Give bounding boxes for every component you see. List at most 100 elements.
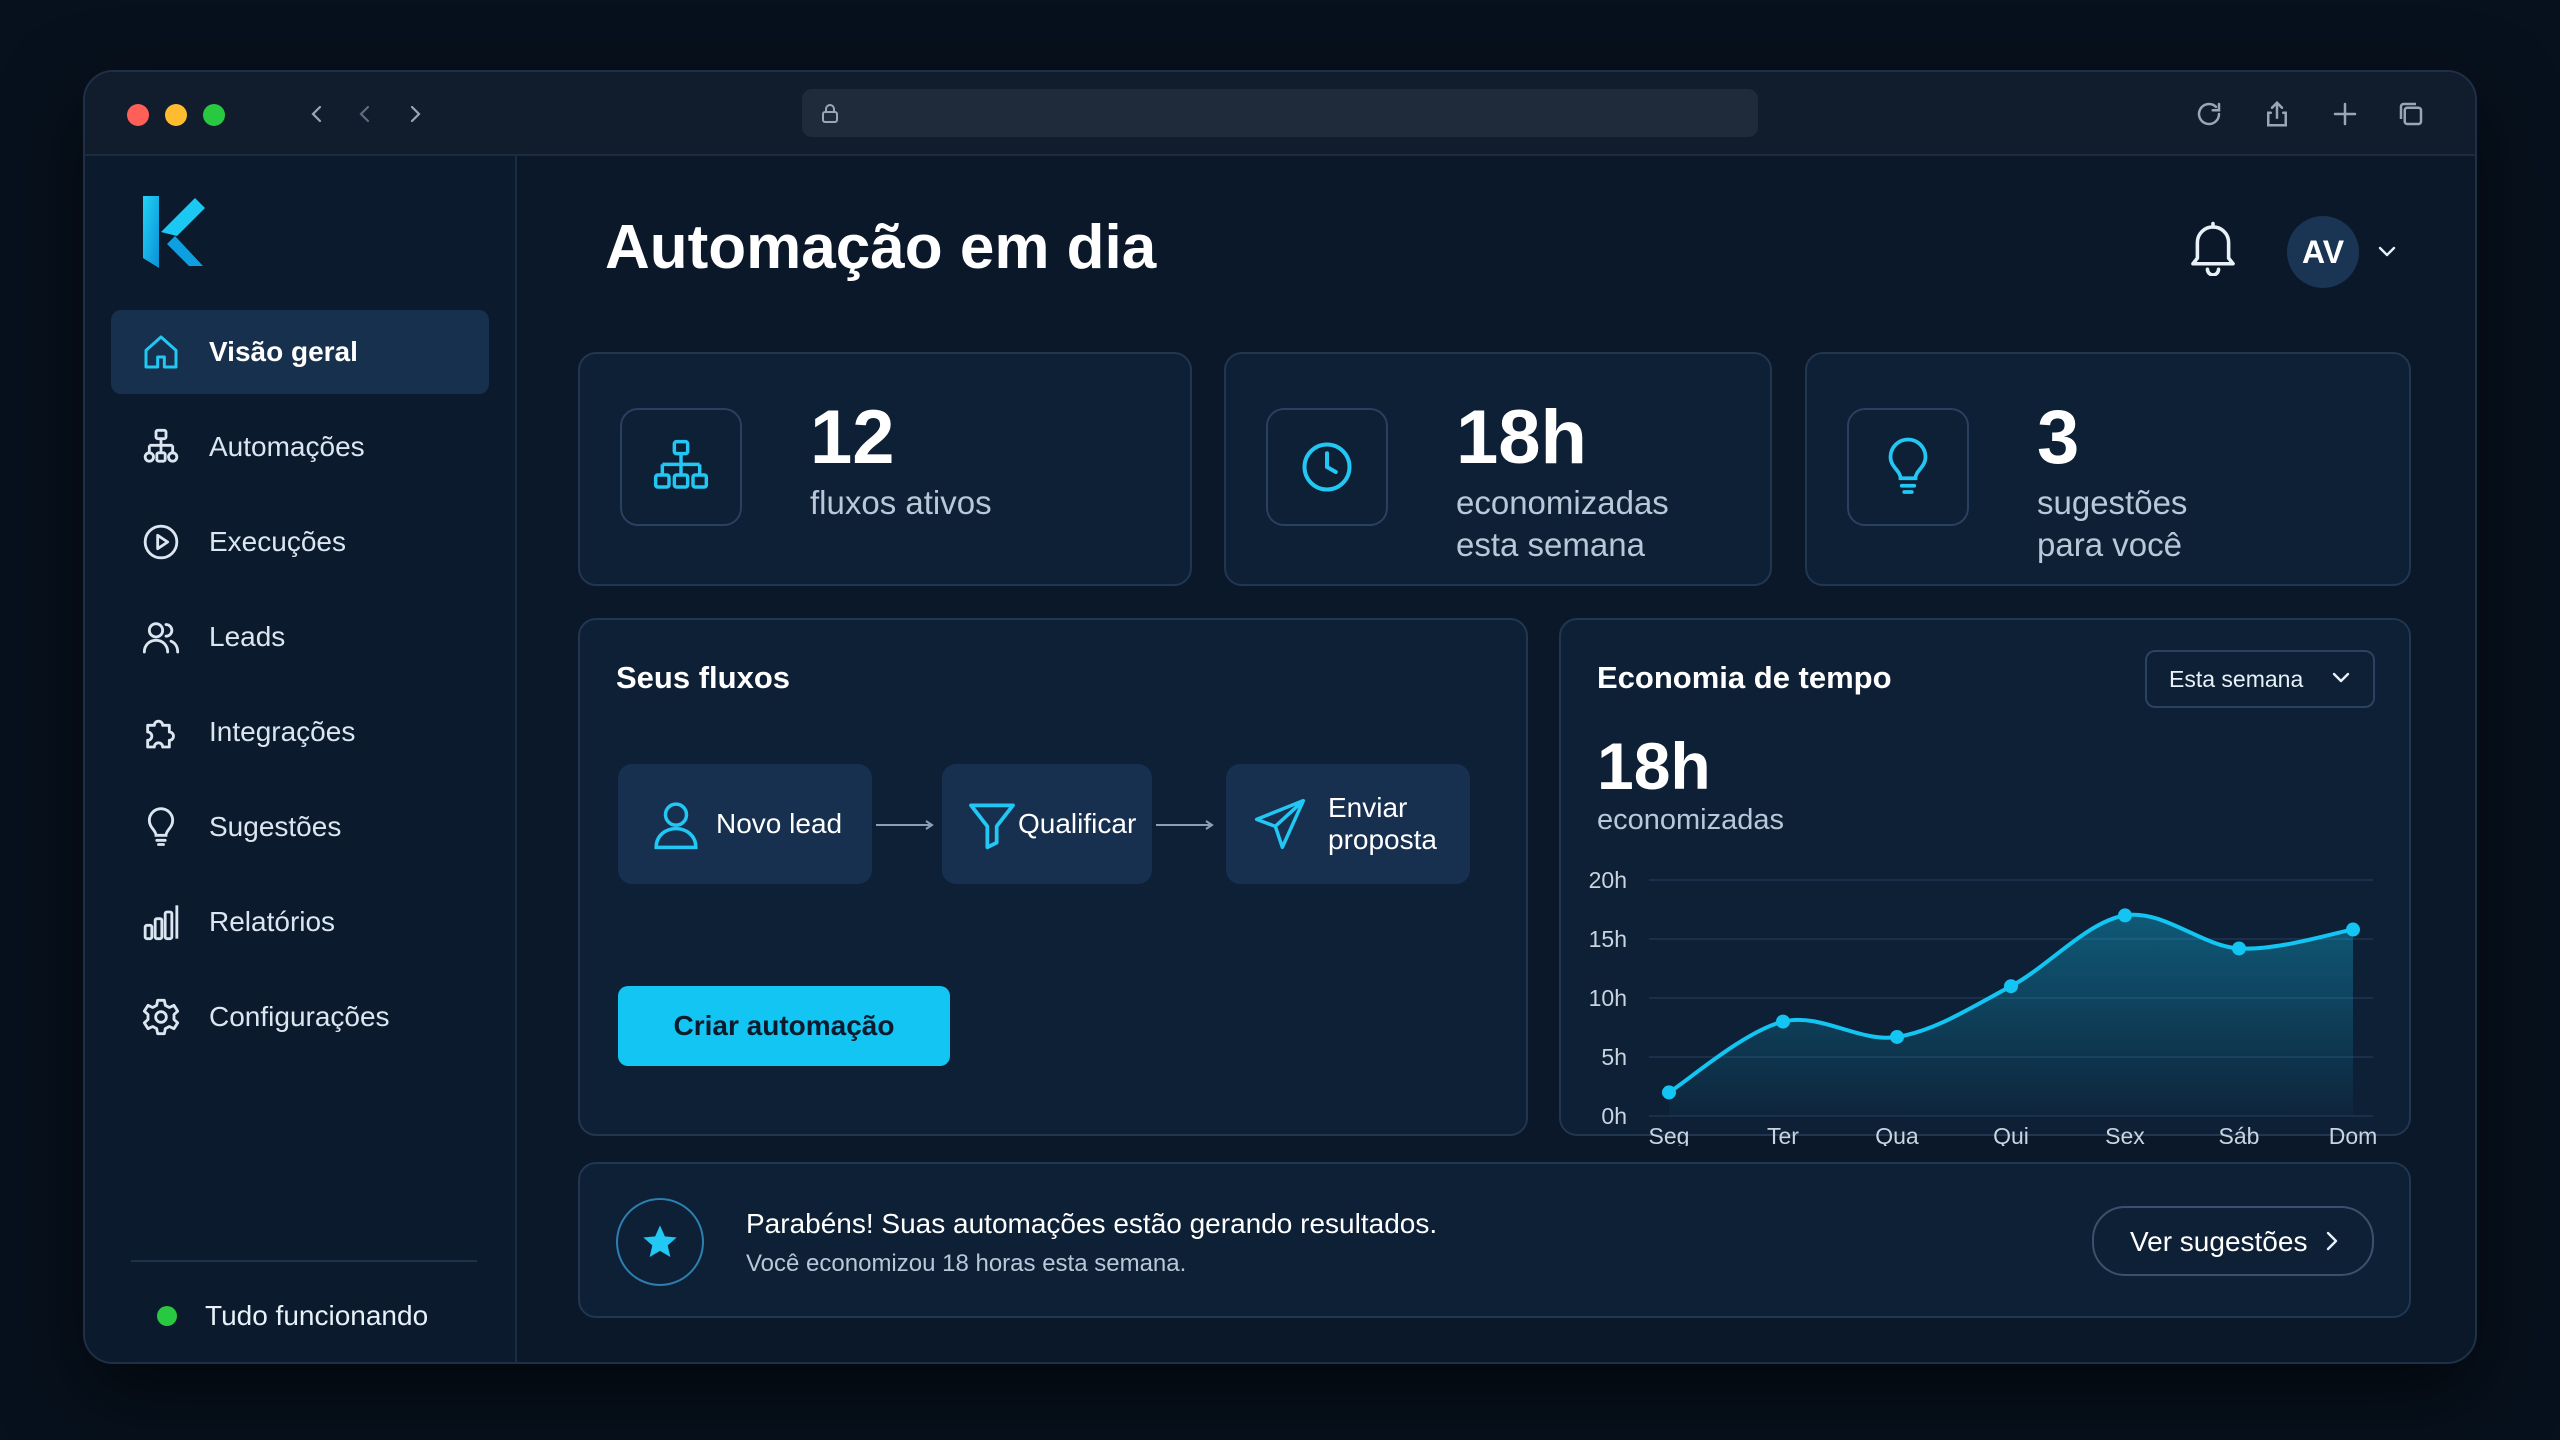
page-title: Automação em dia: [605, 213, 1157, 282]
play-circle-icon: [143, 524, 179, 560]
sidebar-toggle-icon[interactable]: [297, 94, 337, 134]
sidebar-item-label: Relatórios: [209, 906, 336, 937]
stat-card-suggestions: 3 sugestões para você: [1805, 352, 2411, 586]
sidebar-item-label: Execuções: [209, 526, 346, 557]
chart-x-tick-label: Seg: [1649, 1123, 1690, 1146]
view-suggestions-button[interactable]: Ver sugestões: [2092, 1206, 2374, 1276]
stat-label: sugestões para você: [2037, 484, 2188, 563]
chart-y-tick-label: 20h: [1589, 867, 1627, 893]
sidebar-item-execucoes[interactable]: Execuções: [111, 500, 489, 584]
org-chart-icon: [653, 439, 709, 489]
sidebar-nav: Visão geral Automações Execuções Leads I…: [111, 310, 489, 1070]
chart-x-tick-label: Sáb: [2219, 1123, 2260, 1146]
chart-data-point: [2346, 922, 2360, 937]
button-label: Ver sugestões: [2130, 1226, 2308, 1257]
star-icon: [643, 1225, 677, 1257]
maximize-window-button[interactable]: [203, 104, 225, 126]
chart-x-tick-label: Qua: [1875, 1123, 1919, 1146]
card-title: Economia de tempo: [1597, 660, 1892, 695]
chart-data-point: [1776, 1014, 1790, 1029]
status-text: Tudo funcionando: [205, 1300, 429, 1331]
workflow-icon: [143, 428, 179, 463]
banner-subtitle: Você economizou 18 horas esta semana.: [746, 1250, 1187, 1277]
close-window-button[interactable]: [127, 104, 149, 126]
chevron-down-icon[interactable]: [2373, 240, 2401, 264]
flow-node-label: Novo lead: [716, 808, 843, 839]
chart-data-point: [2118, 908, 2132, 923]
new-tab-icon[interactable]: [2325, 94, 2365, 134]
stat-value: 18h: [1456, 395, 1587, 480]
sidebar-item-configuracoes[interactable]: Configurações: [111, 975, 489, 1059]
chart-area-fill: [1669, 914, 2353, 1116]
chevron-right-icon: [2326, 1231, 2338, 1251]
card-title: Seus fluxos: [616, 660, 790, 695]
sidebar-item-label: Automações: [209, 431, 365, 462]
period-select[interactable]: Esta semana: [2145, 650, 2375, 708]
browser-window: Visão geral Automações Execuções Leads I…: [83, 70, 2477, 1364]
minimize-window-button[interactable]: [165, 104, 187, 126]
sidebar: Visão geral Automações Execuções Leads I…: [85, 156, 517, 1362]
period-select-value: Esta semana: [2169, 666, 2304, 692]
congrats-banner: Parabéns! Suas automações estão gerando …: [578, 1162, 2411, 1318]
time-savings-chart: 0h 5h 10h 15h 20h Seg Ter Qua Qui Sex Sáb Dom: [1589, 867, 2378, 1146]
users-icon: [142, 622, 180, 654]
chart-data-point: [2232, 941, 2246, 956]
puzzle-icon: [146, 719, 175, 749]
chart-y-tick-label: 15h: [1589, 926, 1627, 952]
brand-logo-icon[interactable]: [139, 192, 209, 272]
stat-icon-box: [1266, 408, 1388, 526]
flow-node-label: Enviar proposta: [1328, 792, 1437, 855]
chart-data-point: [1662, 1085, 1676, 1100]
back-icon[interactable]: [345, 94, 385, 134]
total-saved-value: 18h: [1597, 729, 1711, 803]
sidebar-item-label: Leads: [209, 621, 286, 652]
address-bar[interactable]: [802, 89, 1758, 137]
sidebar-item-label: Configurações: [209, 1001, 390, 1032]
avatar[interactable]: AV: [2287, 216, 2359, 288]
lightbulb-icon: [1888, 437, 1928, 494]
stat-value: 12: [810, 395, 895, 480]
flow-arrow-icon: [1156, 820, 1214, 830]
sidebar-item-integracoes[interactable]: Integrações: [111, 690, 489, 774]
sidebar-item-leads[interactable]: Leads: [111, 595, 489, 679]
share-icon[interactable]: [2257, 94, 2297, 134]
chart-x-tick-label: Ter: [1767, 1123, 1799, 1146]
reload-icon[interactable]: [2189, 94, 2229, 134]
sidebar-divider: [131, 1260, 477, 1262]
sidebar-item-relatorios[interactable]: Relatórios: [111, 880, 489, 964]
flow-arrow-icon: [876, 820, 934, 830]
flow-node-new-lead[interactable]: Novo lead: [618, 764, 872, 884]
banner-title: Parabéns! Suas automações estão gerando …: [746, 1208, 1438, 1239]
sidebar-item-sugestoes[interactable]: Sugestões: [111, 785, 489, 869]
status-dot-icon: [157, 1306, 177, 1326]
sidebar-item-automacoes[interactable]: Automações: [111, 405, 489, 489]
flow-node-send-proposal[interactable]: Enviar proposta: [1226, 764, 1470, 884]
stat-label: economizadas esta semana: [1456, 484, 1669, 563]
stat-icon-box: [620, 408, 742, 526]
browser-toolbar: [85, 72, 2475, 156]
bell-icon[interactable]: [2186, 218, 2240, 276]
chart-x-tick-label: Dom: [2329, 1123, 2378, 1146]
flow-node-qualify[interactable]: Qualificar: [942, 764, 1152, 884]
lock-icon: [822, 104, 838, 123]
forward-icon[interactable]: [395, 94, 435, 134]
flow-node-label: Qualificar: [1018, 808, 1137, 839]
chart-y-tick-label: 5h: [1601, 1044, 1627, 1070]
time-savings-card: Economia de tempo Esta semana 18h econom…: [1559, 618, 2411, 1146]
stat-value: 3: [2037, 395, 2080, 480]
sidebar-item-label: Visão geral: [209, 336, 358, 367]
sidebar-item-label: Sugestões: [209, 811, 342, 842]
filter-icon: [969, 803, 1015, 850]
gear-icon: [142, 998, 180, 1036]
clock-icon: [1302, 442, 1352, 492]
chart-data-point: [1890, 1029, 1904, 1044]
system-status: Tudo funcionando: [157, 1300, 428, 1332]
stat-label: fluxos ativos: [810, 484, 992, 521]
chart-y-tick-label: 0h: [1601, 1103, 1627, 1129]
sidebar-item-visao-geral[interactable]: Visão geral: [111, 310, 489, 394]
total-saved-label: economizadas: [1597, 804, 1784, 836]
create-automation-button[interactable]: Criar automação: [618, 986, 950, 1066]
tab-overview-icon[interactable]: [2391, 94, 2431, 134]
chart-y-tick-label: 10h: [1589, 985, 1627, 1011]
send-icon: [1254, 798, 1306, 850]
